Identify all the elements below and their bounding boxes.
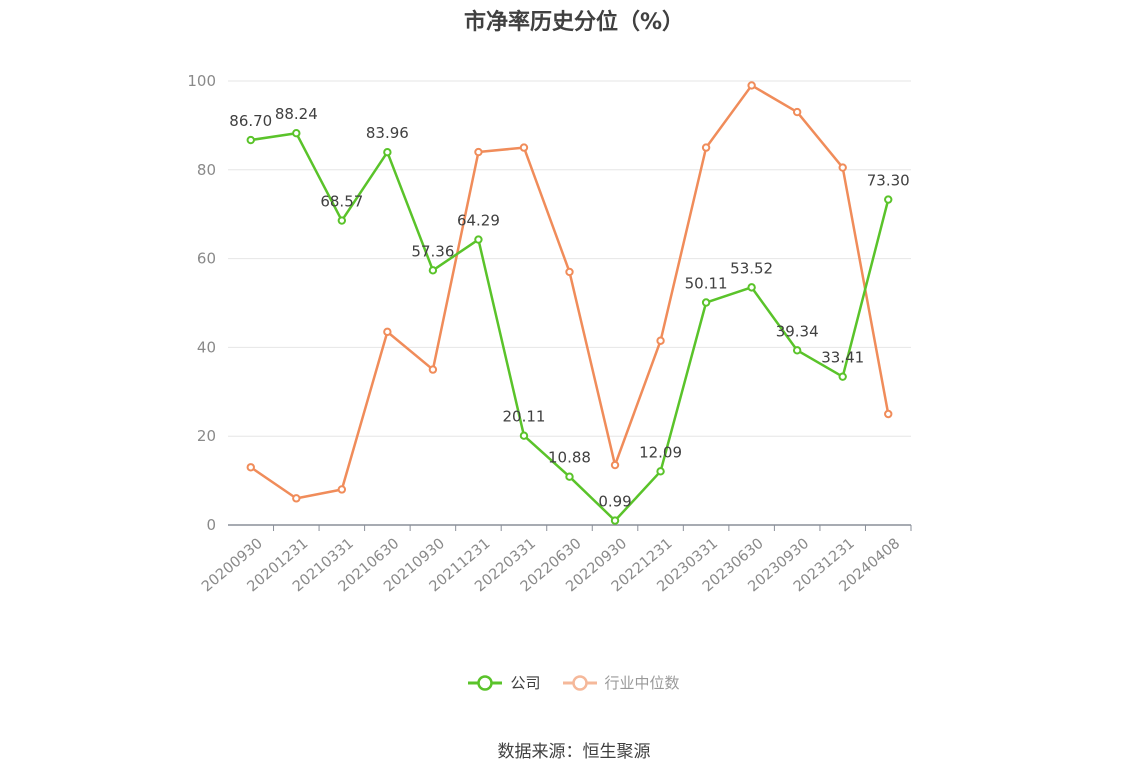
legend-industry-marker-icon: [562, 674, 597, 691]
point-company: [610, 516, 620, 525]
legend-item-company[interactable]: 公司: [468, 672, 541, 693]
y-tick-label: 80: [197, 161, 216, 179]
data-label-company: 83.96: [366, 124, 409, 142]
point-company: [747, 283, 756, 292]
data-label-company: 12.09: [639, 443, 682, 461]
point-industry: [428, 365, 438, 374]
point-company: [792, 346, 802, 355]
data-label-company: 57.36: [411, 242, 454, 260]
point-industry: [292, 494, 301, 503]
y-tick-label: 0: [206, 516, 216, 534]
data-label-company: 64.29: [457, 212, 500, 230]
data-source: 数据来源：恒生聚源: [497, 742, 651, 762]
point-company: [246, 135, 255, 145]
point-company: [701, 298, 711, 307]
point-company: [565, 472, 574, 481]
point-industry: [656, 336, 665, 345]
y-tick-label: 20: [197, 427, 216, 445]
point-industry: [565, 267, 574, 277]
chart-title: 市净率历史分位（%）: [463, 10, 685, 35]
data-label-company: 50.11: [685, 275, 728, 293]
legend-item-industry[interactable]: 行业中位数: [562, 672, 680, 693]
data-label-company: 88.24: [275, 105, 318, 123]
point-company: [519, 431, 529, 440]
point-industry: [337, 485, 347, 494]
data-label-company: 33.41: [821, 349, 864, 367]
point-company: [656, 467, 665, 476]
point-company: [474, 235, 483, 244]
y-tick-label: 60: [197, 250, 216, 268]
legend-label-company: 公司: [510, 674, 541, 692]
point-company: [884, 195, 893, 204]
grid-lines: [228, 80, 911, 437]
point-industry: [838, 163, 847, 172]
legend: 公司 行业中位数: [0, 672, 1148, 693]
point-industry: [884, 409, 893, 419]
point-industry: [383, 327, 392, 337]
point-industry: [246, 463, 255, 472]
point-company: [383, 148, 392, 157]
y-tick-label: 40: [197, 338, 216, 356]
data-label-company: 53.52: [730, 259, 773, 277]
point-industry: [519, 143, 529, 152]
point-industry: [610, 460, 620, 470]
y-tick-label: 100: [187, 72, 216, 90]
data-label-company: 10.88: [548, 449, 591, 467]
point-company: [292, 129, 301, 138]
legend-company-marker-icon: [468, 674, 503, 691]
point-industry: [474, 147, 483, 157]
data-label-company: 39.34: [776, 322, 819, 340]
data-label-company: 73.30: [867, 172, 910, 190]
point-company: [337, 216, 347, 225]
point-industry: [701, 143, 711, 152]
point-industry: [792, 107, 802, 117]
legend-label-industry: 行业中位数: [604, 674, 680, 692]
point-company: [838, 372, 847, 381]
data-label-company: 68.57: [320, 193, 363, 211]
point-industry: [747, 81, 756, 90]
data-label-company: 86.70: [229, 112, 272, 130]
data-label-company: 0.99: [598, 493, 631, 511]
point-company: [428, 266, 438, 275]
series: [246, 81, 893, 525]
data-label-company: 20.11: [502, 408, 545, 426]
